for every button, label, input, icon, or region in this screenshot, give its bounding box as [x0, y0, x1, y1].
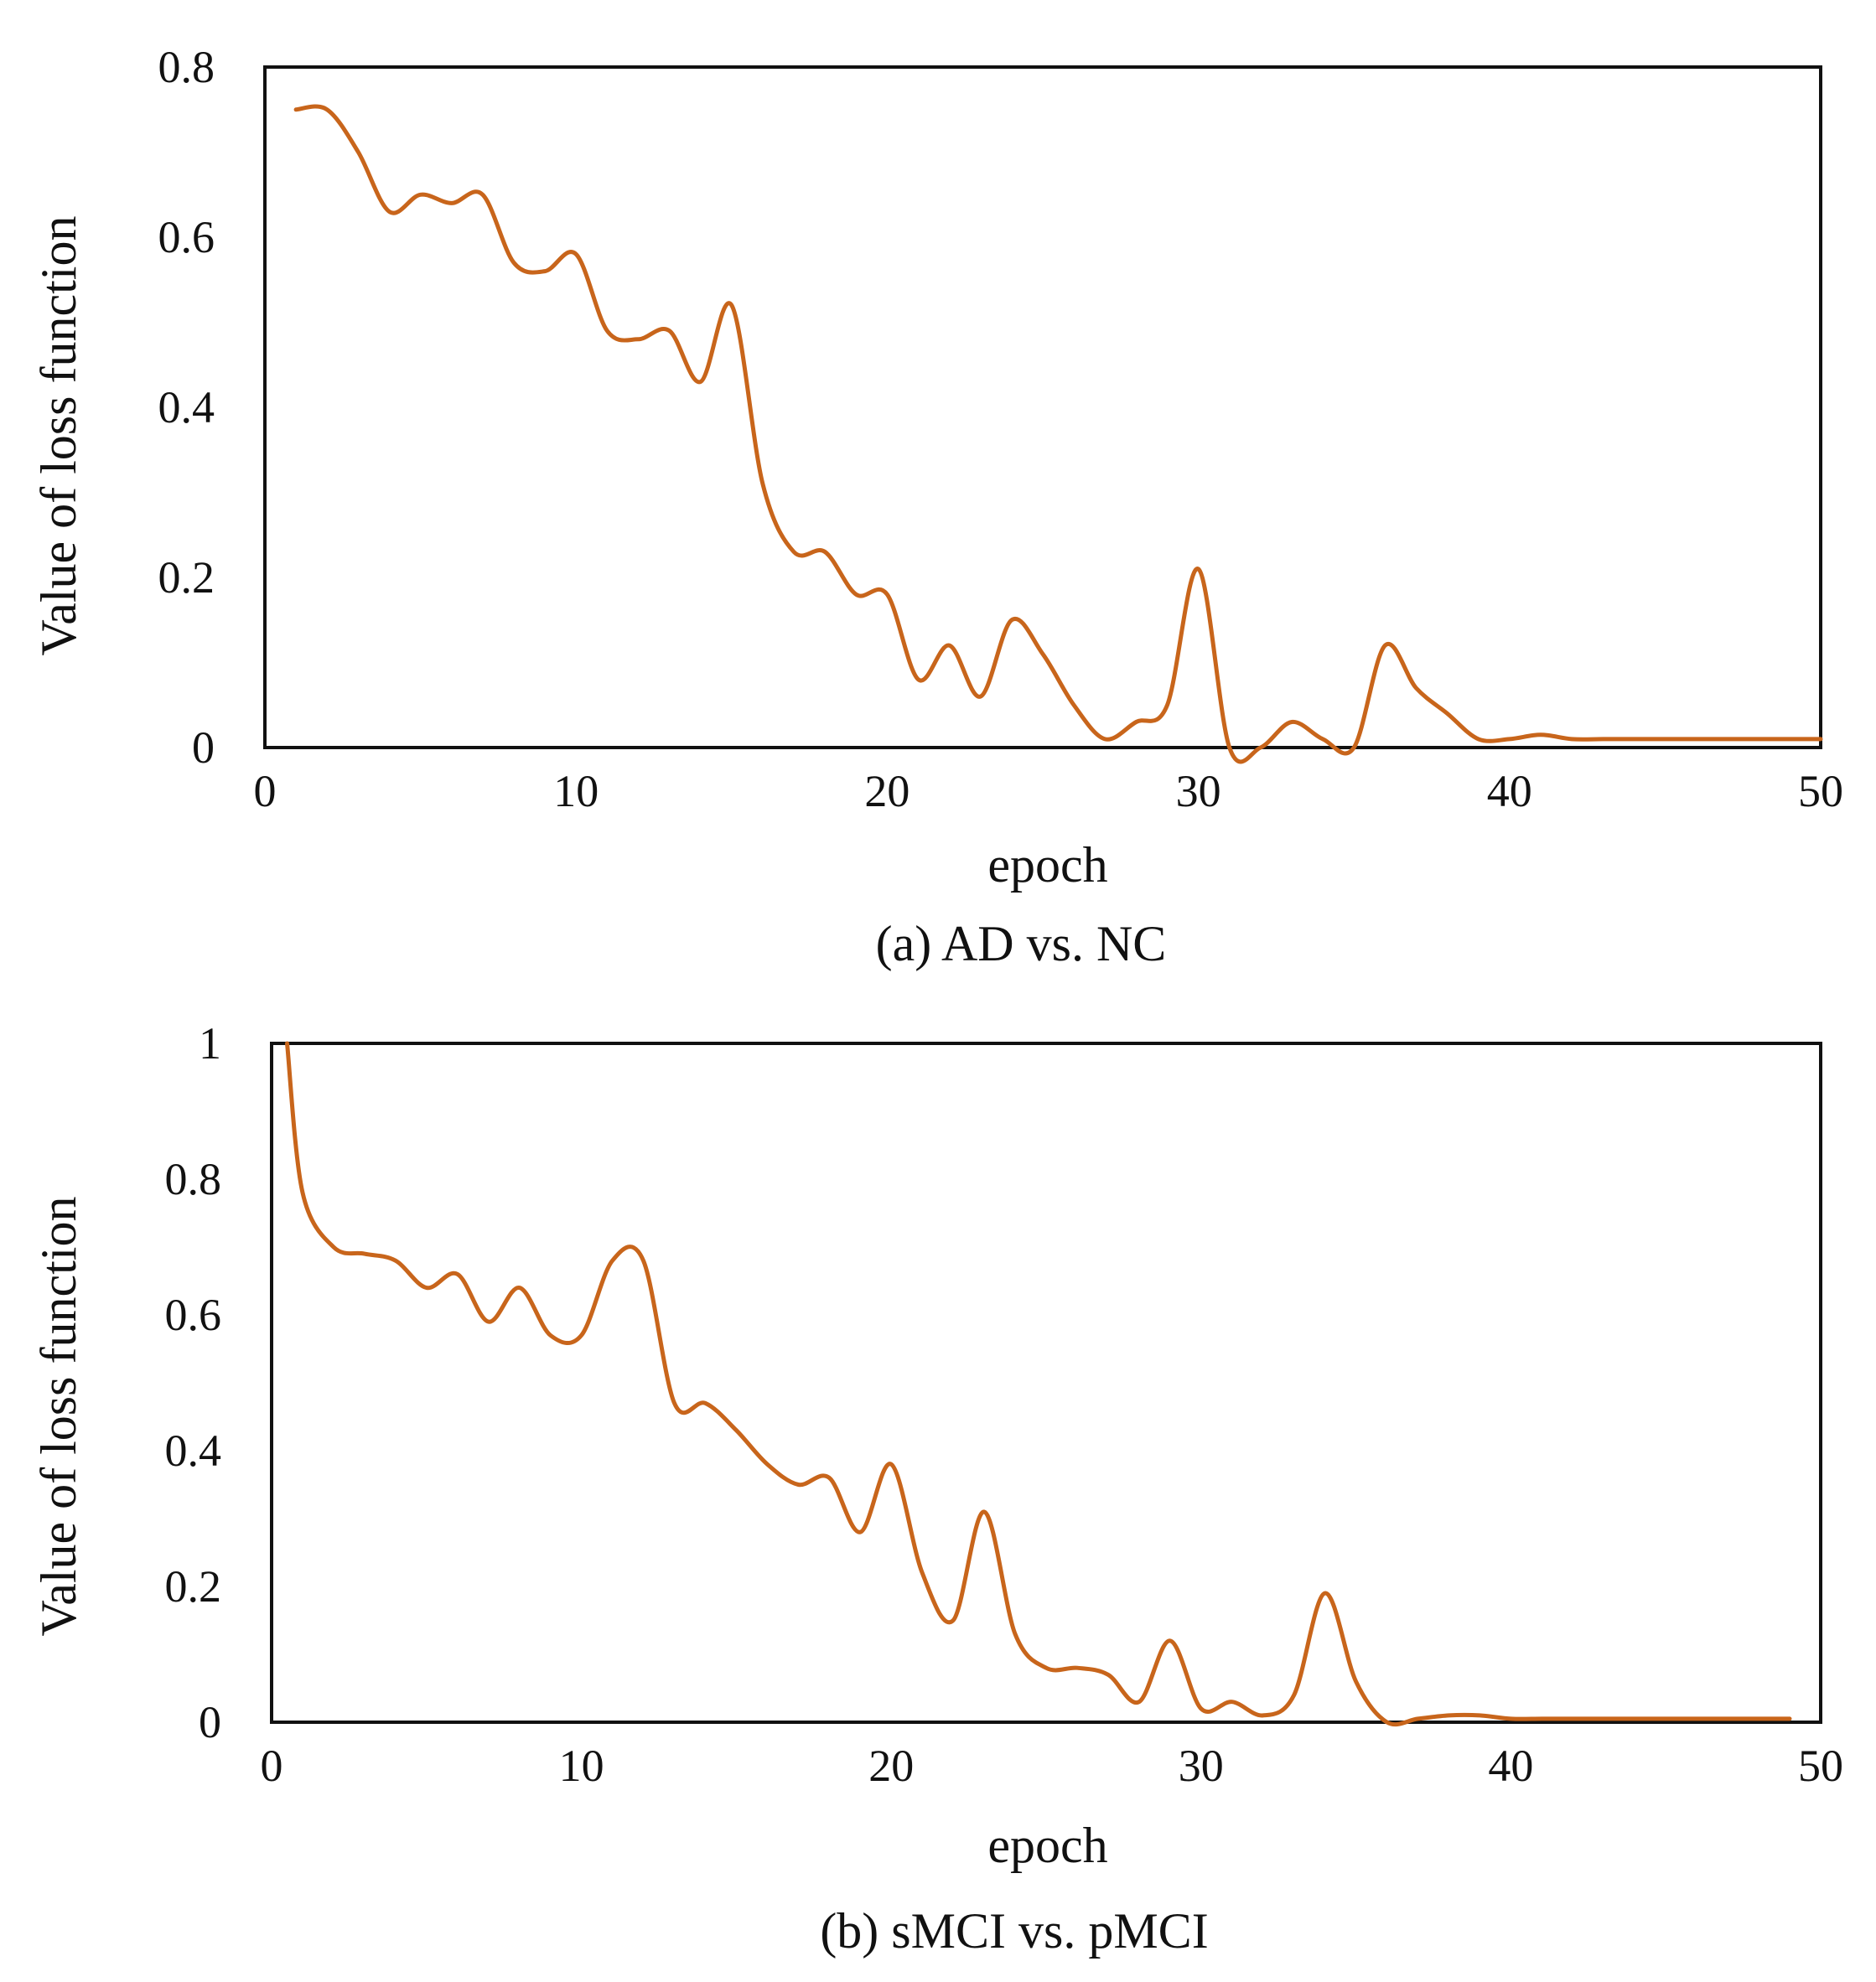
chart-a-x-axis-label: epoch [987, 837, 1107, 893]
chart-a-y-tick-label: 0 [192, 722, 215, 773]
chart-a-y-ticks: 0 0.2 0.4 0.6 0.8 [158, 42, 215, 773]
chart-b-y-tick-label: 0 [199, 1697, 221, 1747]
chart-b-loss-line [285, 1041, 1792, 1727]
chart-a-x-ticks: 0 10 20 30 40 50 [254, 766, 1844, 816]
chart-a-plot-frame [263, 65, 1822, 749]
chart-a-loss-line [293, 104, 1823, 764]
chart-a-y-tick-label: 0.8 [158, 42, 215, 92]
chart-b-caption: (b) sMCI vs. pMCI [820, 1903, 1208, 1959]
chart-b-x-axis-label: epoch [987, 1818, 1107, 1873]
chart-b-y-tick-label: 1 [199, 1018, 221, 1069]
chart-b-x-tick-label: 30 [1179, 1741, 1224, 1791]
chart-b-x-tick-label: 50 [1798, 1741, 1843, 1791]
chart-b-y-tick-label: 0.6 [165, 1290, 222, 1340]
chart-a-y-tick-label: 0.6 [158, 212, 215, 262]
chart-b-y-axis-label: Value of loss function [31, 1197, 86, 1637]
chart-a: 0 0.2 0.4 0.6 0.8 0 10 20 30 40 50 Value of loss … [31, 42, 1843, 971]
chart-b-x-ticks: 0 10 20 30 40 50 [261, 1741, 1844, 1791]
chart-b: 0 0.2 0.4 0.6 0.8 1 0 10 20 30 40 50 Value of loss… [31, 1018, 1843, 1959]
chart-a-x-tick-label: 50 [1798, 766, 1843, 816]
chart-b-x-tick-label: 20 [868, 1741, 914, 1791]
chart-b-x-tick-label: 0 [261, 1741, 283, 1791]
chart-a-y-tick-label: 0.4 [158, 382, 215, 432]
chart-a-x-tick-label: 20 [864, 766, 909, 816]
chart-a-caption: (a) AD vs. NC [876, 916, 1167, 971]
chart-a-y-tick-label: 0.2 [158, 552, 215, 603]
chart-b-y-tick-label: 0.8 [165, 1154, 222, 1204]
chart-a-x-tick-label: 10 [553, 766, 599, 816]
chart-b-x-tick-label: 40 [1488, 1741, 1533, 1791]
chart-b-y-ticks: 0 0.2 0.4 0.6 0.8 1 [165, 1018, 222, 1747]
chart-b-plot-frame [270, 1042, 1822, 1724]
chart-a-x-tick-label: 0 [254, 766, 277, 816]
chart-b-y-tick-label: 0.2 [165, 1561, 222, 1612]
chart-a-x-tick-label: 30 [1176, 766, 1221, 816]
chart-a-y-axis-label: Value of loss function [31, 216, 86, 656]
chart-a-x-tick-label: 40 [1487, 766, 1532, 816]
chart-b-x-tick-label: 10 [559, 1741, 604, 1791]
chart-b-y-tick-label: 0.4 [165, 1426, 222, 1476]
